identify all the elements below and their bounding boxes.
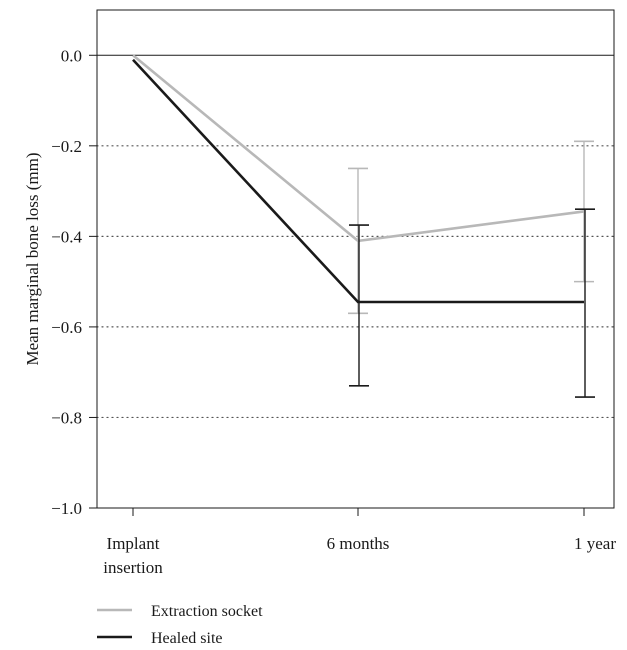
plot-frame	[96, 9, 615, 509]
y-tick-label: −0.2	[51, 137, 82, 156]
legend-label: Healed site	[151, 630, 223, 647]
y-tick-label: −0.4	[51, 227, 82, 246]
x-tick-label: 1 year	[574, 534, 616, 553]
y-tick-label: −0.6	[51, 318, 82, 337]
axes-layer: 0.0 −0.2 −0.4 −0.6 −0.8 −1.0 Implant insertion 6…	[51, 46, 616, 577]
x-tick-label: Implant	[107, 534, 160, 553]
series-layer	[132, 54, 595, 398]
x-tick-label: 6 months	[327, 534, 390, 553]
legend: Extraction socket Healed site	[97, 603, 263, 647]
legend-label: Extraction socket	[151, 603, 263, 620]
y-tick-label: −1.0	[51, 499, 82, 518]
grid-layer	[96, 54, 615, 419]
series-line-healed-site	[132, 58, 584, 304]
y-tick-label: −0.8	[51, 408, 82, 427]
y-axis-title: Mean marginal bone loss (mm)	[23, 152, 42, 365]
y-tick-label: 0.0	[61, 46, 82, 65]
x-tick-label: insertion	[103, 558, 163, 577]
